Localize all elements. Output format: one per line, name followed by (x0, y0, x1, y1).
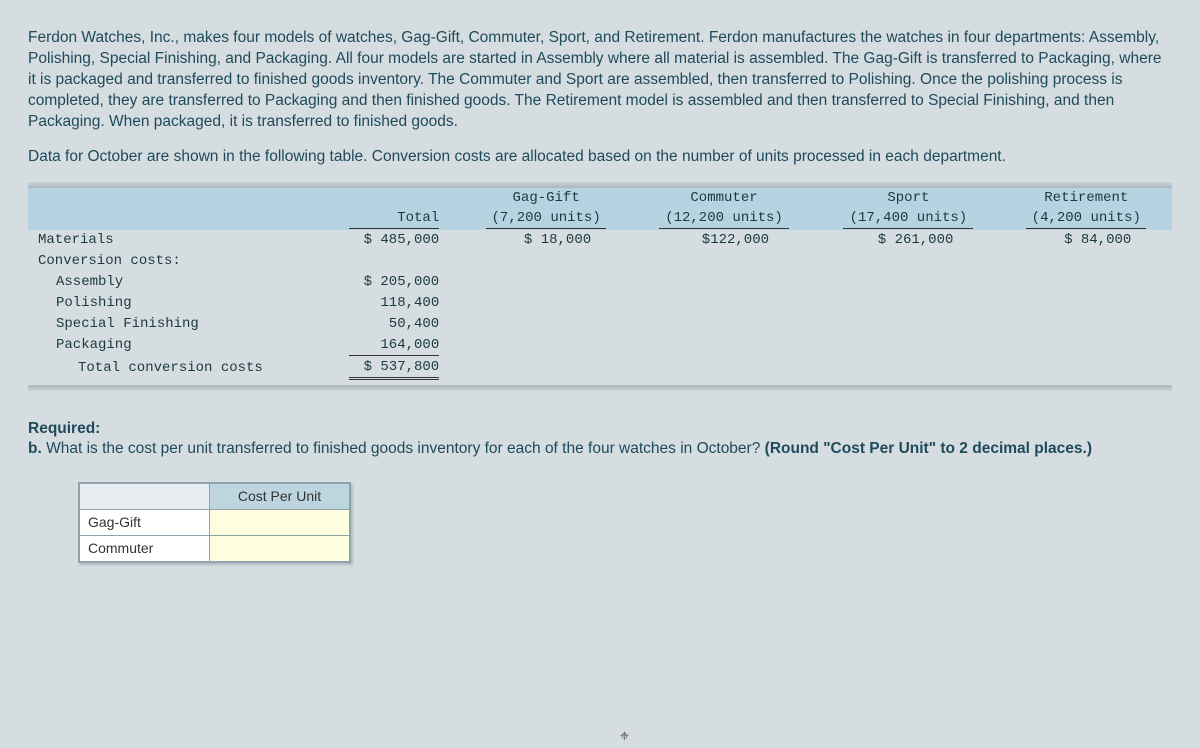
required-question-text: What is the cost per unit transferred to… (46, 440, 765, 457)
special-label: Special Finishing (28, 314, 328, 335)
answer-input-commuter[interactable] (210, 536, 350, 562)
packaging-label: Packaging (28, 335, 328, 357)
conversion-header-label: Conversion costs: (28, 251, 328, 272)
header-sport-name: Sport (816, 188, 1000, 209)
intro-paragraph-2: Data for October are shown in the follow… (28, 147, 1172, 168)
answer-row-commuter: Commuter (80, 536, 350, 562)
answer-row-gag-gift: Gag-Gift (80, 510, 350, 536)
row-polishing: Polishing 118,400 (28, 293, 1172, 314)
answer-header-cost-per-unit: Cost Per Unit (210, 484, 350, 510)
row-total-conversion: Total conversion costs $ 537,800 (28, 357, 1172, 381)
answer-label-gag-gift: Gag-Gift (80, 510, 210, 536)
answer-header-blank (80, 484, 210, 510)
row-packaging: Packaging 164,000 (28, 335, 1172, 357)
problem-intro: Ferdon Watches, Inc., makes four models … (28, 28, 1172, 168)
row-conversion-header: Conversion costs: (28, 251, 1172, 272)
required-heading: Required: (28, 420, 100, 437)
materials-label: Materials (28, 230, 328, 251)
header-blank (28, 188, 328, 209)
total-conversion-value: $ 537,800 (328, 357, 460, 381)
answer-input-gag-gift[interactable] (210, 510, 350, 536)
header-total-label: Total (328, 208, 460, 230)
row-special-finishing: Special Finishing 50,400 (28, 314, 1172, 335)
header-blank-2 (28, 208, 328, 230)
total-conversion-label: Total conversion costs (28, 357, 328, 381)
cursor-icon: ⌖ (620, 726, 629, 748)
polishing-total: 118,400 (328, 293, 460, 314)
answer-header-row: Cost Per Unit (80, 484, 350, 510)
polishing-label: Polishing (28, 293, 328, 314)
row-materials: Materials $ 485,000 $ 18,000 $122,000 $ … (28, 230, 1172, 251)
materials-commuter: $122,000 (632, 230, 816, 251)
materials-total: $ 485,000 (328, 230, 460, 251)
cost-data-table: Gag-Gift Commuter Sport Retirement Total… (28, 188, 1172, 381)
table-bottom-shade (28, 385, 1172, 391)
packaging-total: 164,000 (328, 335, 460, 357)
header-gag-name: Gag-Gift (460, 188, 631, 209)
answer-input-table: Cost Per Unit Gag-Gift Commuter (78, 482, 351, 563)
header-gag-units: (7,200 units) (460, 208, 631, 230)
special-total: 50,400 (328, 314, 460, 335)
required-b-prefix: b. (28, 440, 46, 457)
header-commuter-name: Commuter (632, 188, 816, 209)
assembly-total: $ 205,000 (328, 272, 460, 293)
header-sport-units: (17,400 units) (816, 208, 1000, 230)
intro-paragraph-1: Ferdon Watches, Inc., makes four models … (28, 28, 1172, 133)
materials-retirement: $ 84,000 (1001, 230, 1172, 251)
materials-gag: $ 18,000 (460, 230, 631, 251)
header-commuter-units: (12,200 units) (632, 208, 816, 230)
required-section: Required: b. What is the cost per unit t… (28, 419, 1172, 461)
table-header-row-1: Gag-Gift Commuter Sport Retirement (28, 188, 1172, 209)
header-total-blank (328, 188, 460, 209)
row-assembly: Assembly $ 205,000 (28, 272, 1172, 293)
assembly-label: Assembly (28, 272, 328, 293)
materials-sport: $ 261,000 (816, 230, 1000, 251)
answer-label-commuter: Commuter (80, 536, 210, 562)
data-table-container: Gag-Gift Commuter Sport Retirement Total… (28, 182, 1172, 391)
header-retirement-units: (4,200 units) (1001, 208, 1172, 230)
header-retirement-name: Retirement (1001, 188, 1172, 209)
required-rounding-note: (Round "Cost Per Unit" to 2 decimal plac… (765, 440, 1092, 457)
table-header-row-2: Total (7,200 units) (12,200 units) (17,4… (28, 208, 1172, 230)
